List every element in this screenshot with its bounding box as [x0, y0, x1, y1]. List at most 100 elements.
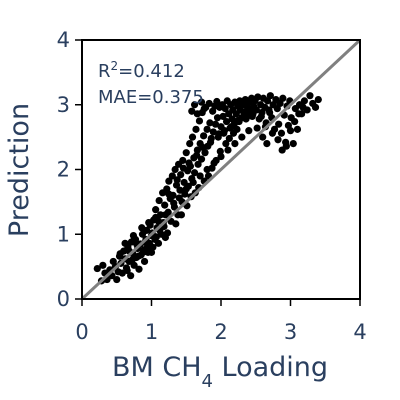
data-point: [163, 229, 172, 237]
data-point: [129, 231, 138, 240]
data-point: [197, 155, 206, 163]
data-point: [203, 125, 211, 133]
data-point: [99, 261, 107, 269]
data-point: [233, 125, 241, 133]
data-point: [268, 129, 277, 137]
data-point: [128, 256, 136, 264]
data-point: [214, 133, 222, 141]
data-point: [168, 172, 176, 180]
data-point: [254, 93, 262, 101]
data-points: [93, 92, 322, 285]
data-point: [208, 164, 216, 172]
data-point: [139, 248, 147, 256]
data-point: [127, 272, 135, 280]
data-point: [190, 169, 199, 177]
data-point: [291, 117, 299, 126]
data-point: [171, 165, 179, 174]
y-tick-label: 4: [57, 28, 70, 52]
data-point: [225, 134, 233, 143]
data-point: [186, 140, 194, 148]
data-point: [263, 140, 271, 148]
data-point: [306, 92, 314, 100]
data-point: [221, 105, 229, 113]
data-point: [222, 117, 231, 126]
data-point: [277, 129, 286, 137]
data-point: [193, 151, 201, 159]
data-point: [200, 105, 208, 113]
data-point: [175, 194, 183, 202]
data-point: [138, 224, 146, 232]
data-point: [177, 211, 185, 219]
identity-line: [80, 38, 362, 301]
data-point: [154, 239, 163, 247]
data-point: [212, 156, 220, 165]
x-tick-label: 1: [145, 320, 158, 344]
data-point: [152, 213, 160, 222]
data-point: [200, 132, 208, 140]
data-point: [93, 264, 101, 273]
data-point: [279, 94, 287, 102]
data-point: [177, 171, 185, 179]
data-point: [197, 98, 206, 106]
data-point: [195, 117, 204, 125]
data-point: [259, 133, 267, 141]
data-point: [227, 123, 236, 131]
data-point: [155, 196, 163, 205]
data-point: [193, 110, 201, 118]
data-point: [257, 112, 265, 121]
data-point: [188, 107, 196, 115]
x-axis-title: BM CH4 Loading: [112, 352, 328, 392]
data-point: [289, 140, 297, 148]
data-point: [242, 115, 250, 123]
data-point: [116, 250, 124, 258]
data-point: [219, 112, 227, 121]
data-point: [282, 142, 290, 150]
data-point: [185, 159, 193, 167]
data-point: [165, 190, 173, 198]
data-point: [147, 248, 156, 256]
data-point: [170, 199, 178, 207]
data-point: [161, 201, 169, 209]
data-point: [231, 140, 239, 148]
data-point: [213, 114, 222, 122]
data-point: [253, 124, 261, 132]
data-point: [274, 136, 282, 144]
x-axis-ticks: 0 1 2 3 4: [75, 299, 367, 344]
x-tick-label: 4: [353, 320, 366, 344]
y-axis-ticks: 0 1 2 3 4: [57, 28, 82, 311]
data-point: [266, 108, 274, 117]
data-point: [222, 140, 230, 148]
data-point: [161, 211, 169, 219]
data-point: [152, 206, 160, 214]
data-point: [209, 128, 217, 136]
y-axis-title: Prediction: [4, 103, 35, 237]
data-point: [293, 125, 302, 133]
data-point: [172, 220, 180, 228]
data-point: [206, 138, 215, 146]
data-point: [213, 97, 221, 106]
y-tick-label: 0: [57, 287, 70, 311]
data-point: [182, 149, 190, 157]
data-point: [275, 120, 283, 128]
y-tick-label: 2: [57, 158, 70, 182]
data-point: [206, 119, 214, 127]
mae-annotation: MAE=0.375: [98, 87, 204, 108]
data-point: [238, 133, 246, 141]
data-point: [113, 275, 121, 284]
data-point: [121, 239, 129, 247]
data-point: [311, 103, 320, 111]
data-point: [245, 127, 253, 135]
data-point: [176, 186, 184, 194]
data-point: [266, 92, 274, 100]
data-point: [152, 233, 160, 241]
data-point: [192, 125, 200, 133]
data-point: [235, 117, 243, 126]
data-point: [199, 143, 207, 152]
data-point: [220, 129, 228, 137]
data-point: [179, 164, 188, 172]
data-point: [165, 177, 173, 185]
data-point: [205, 99, 213, 108]
data-point: [224, 146, 232, 154]
x-tick-label: 0: [75, 320, 88, 344]
